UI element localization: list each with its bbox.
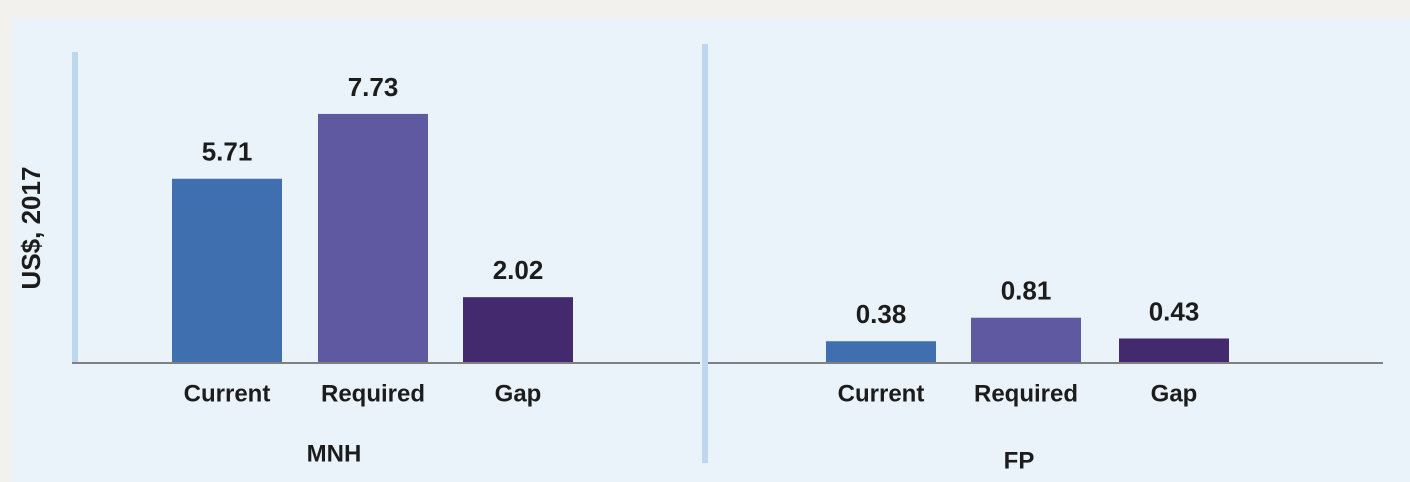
y-axis-label: US$, 2017 xyxy=(16,167,46,290)
bar xyxy=(318,113,428,362)
data-label: 0.43 xyxy=(1149,296,1200,326)
data-label: 5.71 xyxy=(202,137,253,167)
bar xyxy=(172,178,282,362)
data-label: 7.73 xyxy=(348,72,399,102)
data-label: 0.38 xyxy=(856,299,907,329)
x-axis-label: FP xyxy=(1004,447,1035,474)
x-tick-label: Current xyxy=(838,380,925,407)
left-rule xyxy=(72,52,78,363)
x-tick-label: Gap xyxy=(1151,380,1198,407)
x-tick-label: Required xyxy=(974,380,1078,407)
data-label: 2.02 xyxy=(493,255,544,285)
bar xyxy=(971,317,1081,362)
bar xyxy=(463,297,573,362)
x-axis-label: MNH xyxy=(307,440,362,467)
bar xyxy=(1119,338,1229,362)
bar xyxy=(826,341,936,362)
x-tick-label: Current xyxy=(184,380,271,407)
divider xyxy=(702,44,708,463)
x-tick-label: Gap xyxy=(495,380,542,407)
x-tick-label: Required xyxy=(321,380,425,407)
data-label: 0.81 xyxy=(1001,276,1052,306)
